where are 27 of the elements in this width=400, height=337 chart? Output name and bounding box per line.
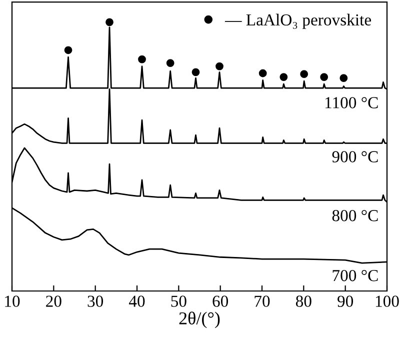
- x-tick-label: 20: [46, 296, 62, 307]
- point: [106, 18, 114, 26]
- point: [192, 68, 200, 76]
- x-tick-label: 60: [212, 296, 228, 307]
- series-label: 700 °C: [332, 270, 378, 282]
- x-tick-label: 80: [296, 296, 312, 307]
- point: [300, 70, 308, 78]
- x-tick-label: 90: [338, 296, 354, 307]
- point: [280, 73, 288, 81]
- x-tick-label: 50: [171, 296, 186, 307]
- point: [138, 55, 146, 64]
- x-tick-label: 40: [128, 296, 145, 307]
- point: [258, 69, 267, 78]
- series-label: 900 °C: [332, 151, 378, 162]
- legend-label: — LaAlO₃ perovskite: [224, 14, 372, 29]
- point: [340, 74, 348, 82]
- series-label: 1100 °C: [325, 97, 378, 108]
- x-axis-title: 2θ/(°): [179, 312, 220, 328]
- point: [166, 59, 174, 67]
- x-tick-label: 10: [5, 296, 20, 307]
- point: [320, 73, 328, 81]
- series-label: 800 °C: [332, 210, 378, 222]
- x-tick-label: 70: [254, 296, 270, 307]
- x-tick-label: 30: [88, 296, 104, 307]
- x-tick-label: 100: [376, 296, 399, 307]
- point: [64, 46, 72, 54]
- point: [216, 62, 224, 70]
